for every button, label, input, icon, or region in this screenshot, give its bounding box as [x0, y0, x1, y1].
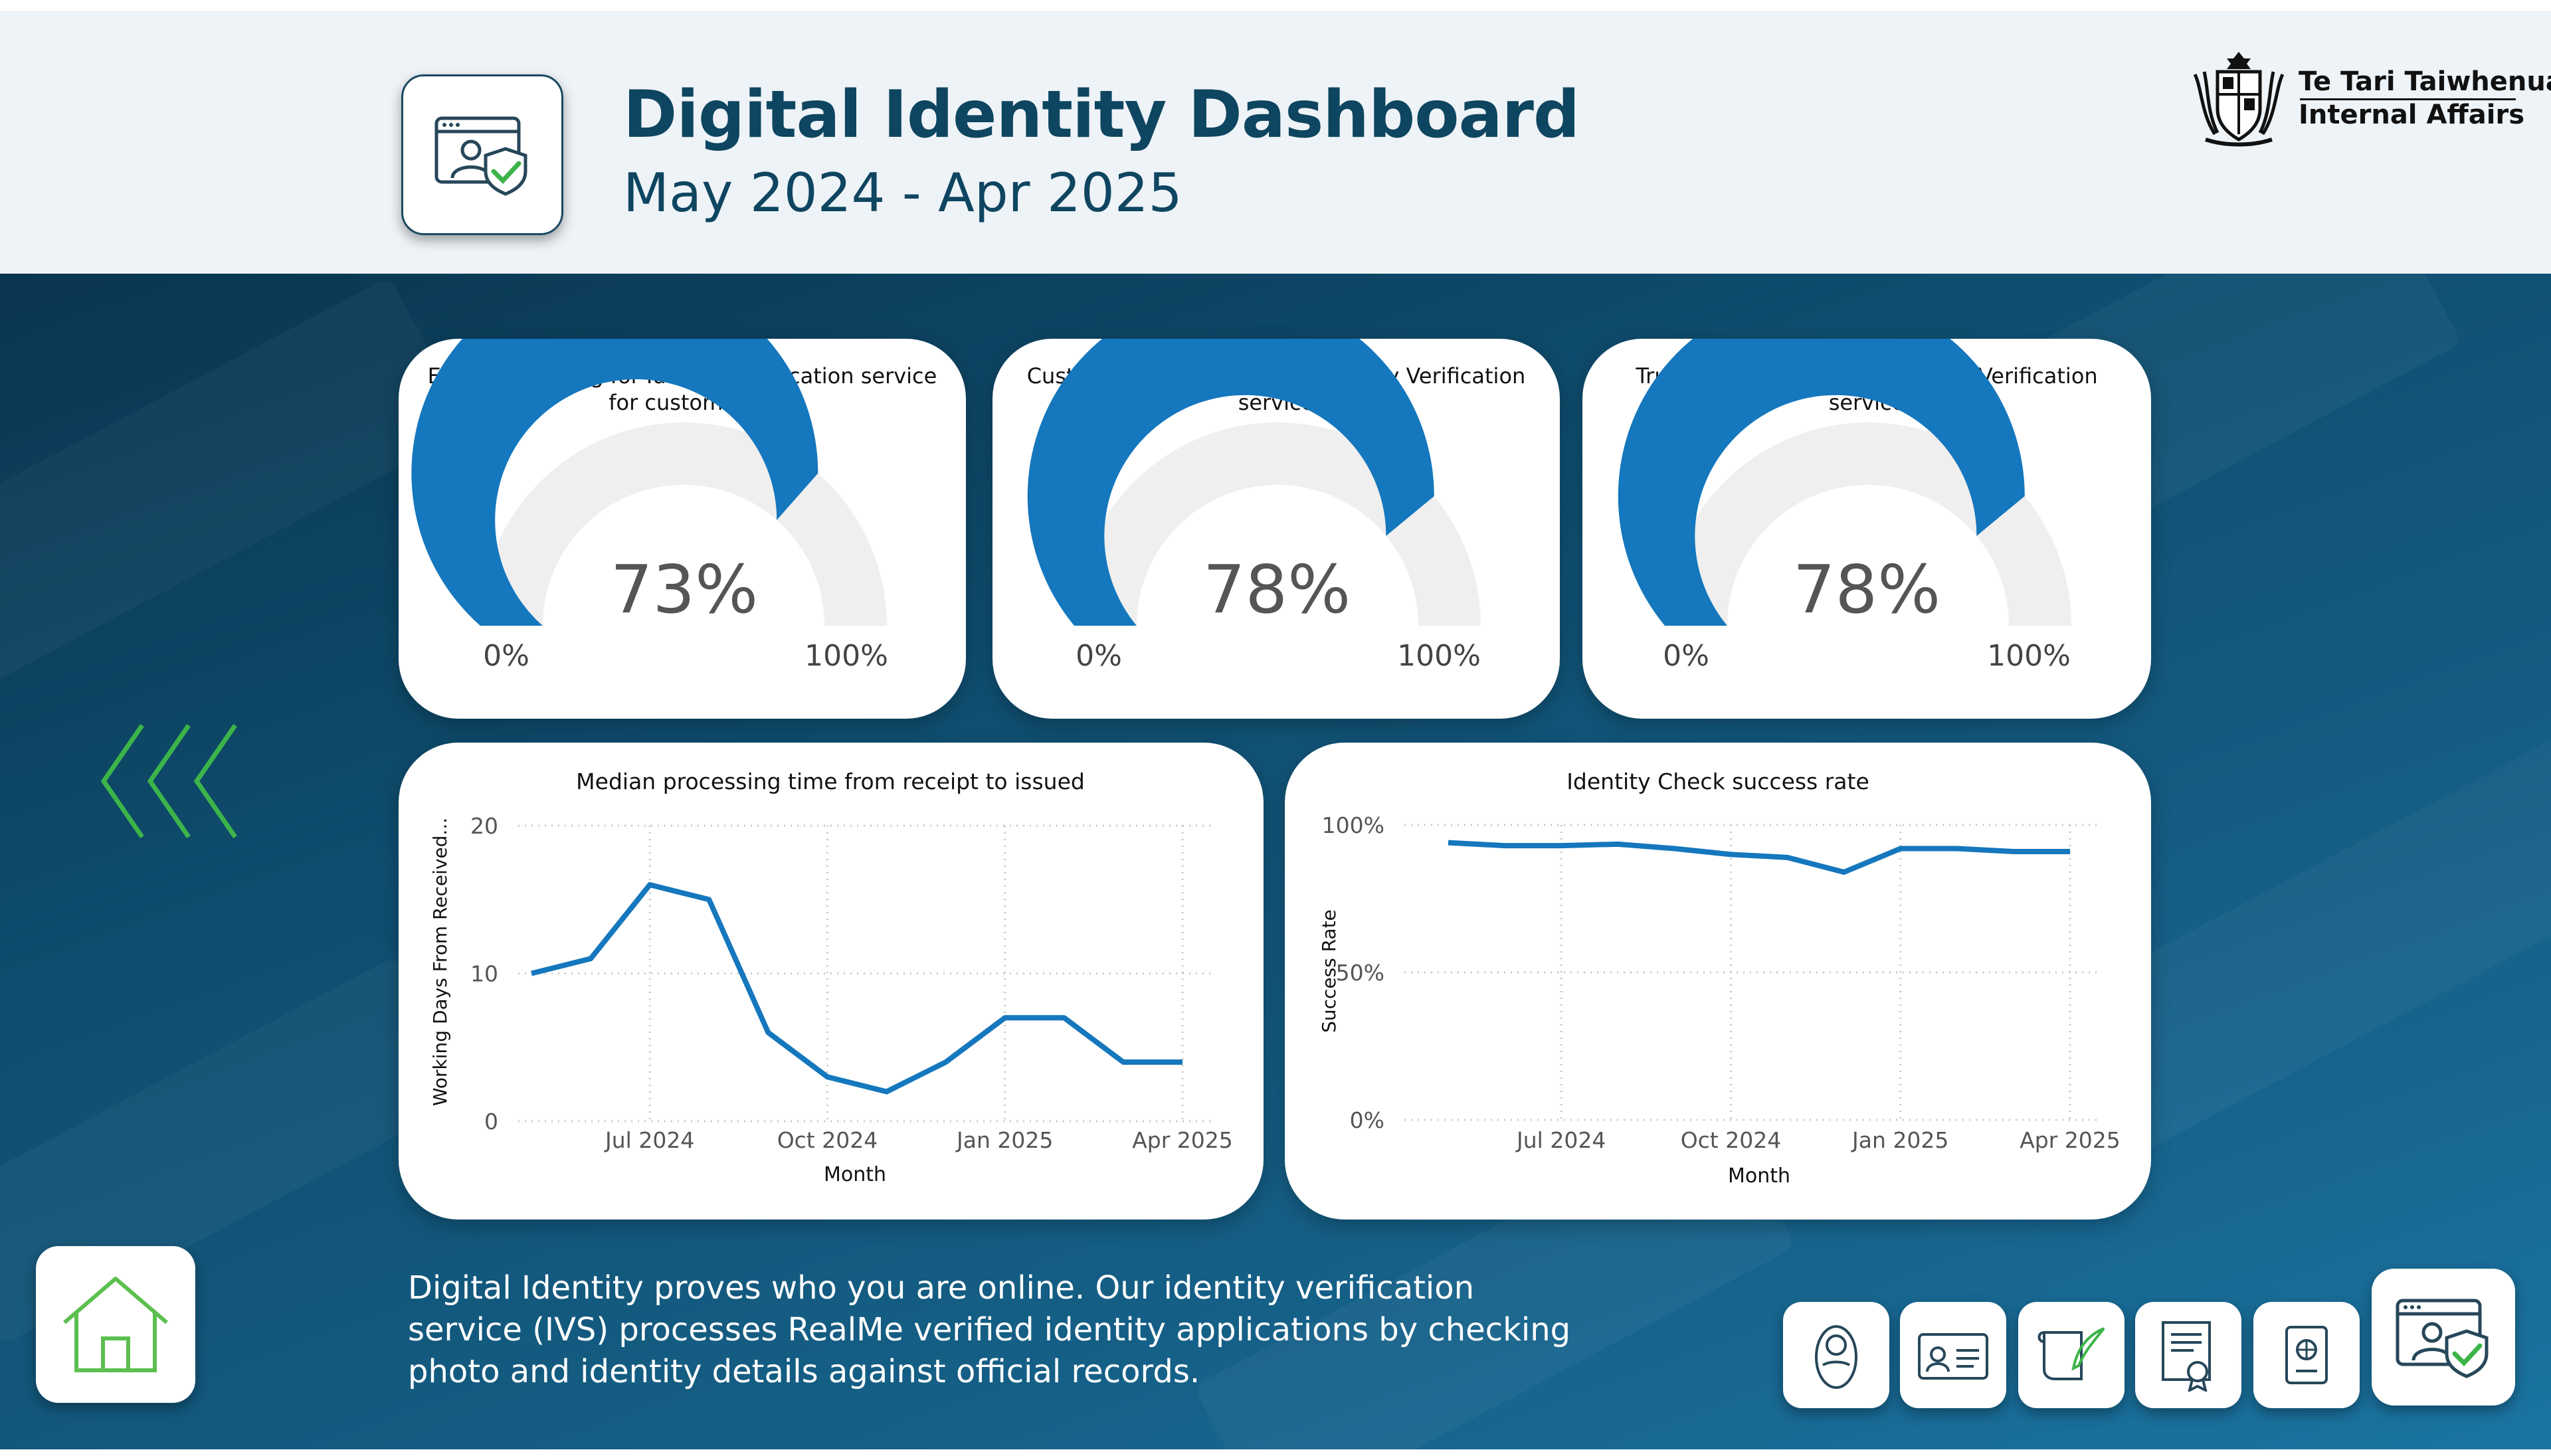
gauge-value: 73%: [611, 551, 758, 628]
x-tick-label: Oct 2024: [777, 1127, 878, 1153]
gauge-chart: 78% 0% 100%: [1618, 339, 2071, 673]
header-bar: Digital Identity Dashboard May 2024 - Ap…: [0, 11, 2551, 274]
id-card-icon: [1918, 1333, 1988, 1380]
chart-card-success-rate: Identity Check success rate 0% 50% 100% Ju…: [1285, 743, 2151, 1220]
gauge-max-label: 100%: [804, 639, 888, 673]
baby-icon: [1815, 1325, 1857, 1389]
org-name-maori: Te Tari Taiwhenua: [2299, 66, 2551, 97]
line-chart: Identity Check success rate 0% 50% 100% Ju…: [1318, 769, 2121, 1188]
x-tick-label: Jul 2024: [1515, 1127, 1606, 1153]
org-name-divider: [2300, 98, 2516, 100]
page-title: Digital Identity Dashboard: [623, 77, 1580, 153]
y-axis-label: Success Rate: [1318, 909, 1340, 1033]
org-name-english: Internal Affairs: [2299, 100, 2525, 130]
gauge-value: 78%: [1793, 551, 1940, 628]
service-description: Digital Identity proves who you are onli…: [408, 1269, 1571, 1390]
page-subtitle: May 2024 - Apr 2025: [623, 162, 1182, 224]
gauge-chart: 78% 0% 100%: [1027, 339, 1481, 673]
gauge-fill: [411, 339, 818, 626]
coat-of-arms-icon: [2193, 52, 2285, 147]
gauge-card-ease: Ease of applying for Identity Verificati…: [399, 339, 966, 719]
identity-verification-icon: [2396, 1299, 2489, 1378]
x-tick-label: Jan 2025: [1851, 1127, 1948, 1153]
x-tick-label: Oct 2024: [1681, 1127, 1782, 1153]
line-chart: Median processing time from receipt to i…: [429, 769, 1233, 1186]
x-tick-label: Apr 2025: [2020, 1127, 2121, 1153]
identity-verification-icon: [401, 74, 563, 235]
gauge-min-label: 0%: [483, 639, 529, 673]
nav-tile-identity-verification[interactable]: [2372, 1269, 2515, 1406]
y-tick-label: 0: [484, 1109, 498, 1135]
chart-title: Median processing time from receipt to i…: [576, 769, 1085, 794]
x-tick-label: Jul 2024: [604, 1127, 694, 1153]
gauge-max-label: 100%: [1987, 639, 2071, 673]
home-icon: [63, 1277, 168, 1372]
gauge-card-trust: Trust and confidence in Identity Verific…: [1582, 339, 2151, 719]
y-tick-label: 10: [470, 961, 498, 987]
x-tick-label: Apr 2025: [1132, 1127, 1233, 1153]
y-tick-label: 20: [470, 813, 498, 839]
gauge-min-label: 0%: [1663, 639, 1709, 673]
gauge-chart: 73% 0% 100%: [411, 339, 888, 673]
gauge-min-label: 0%: [1076, 639, 1122, 673]
x-axis-label: Month: [1728, 1164, 1790, 1188]
gauge-fill: [1618, 339, 2025, 626]
triple-chevron-left-icon[interactable]: [100, 723, 246, 840]
org-logo: Te Tari Taiwhenua Internal Affairs: [2186, 48, 2551, 147]
certificate-icon: [2162, 1321, 2211, 1392]
scroll-quill-icon: [2037, 1327, 2105, 1380]
x-axis-label: Month: [824, 1163, 886, 1186]
home-button[interactable]: [36, 1246, 195, 1403]
series-line: [531, 882, 1182, 1095]
y-tick-label: 50%: [1336, 960, 1384, 986]
nav-tile-id-card[interactable]: [1900, 1302, 2006, 1408]
gauge-value: 78%: [1203, 551, 1351, 628]
y-tick-label: 0%: [1350, 1107, 1384, 1133]
nav-tile-birth[interactable]: [1783, 1302, 1889, 1408]
y-tick-label: 100%: [1322, 812, 1384, 838]
nav-tile-certificate[interactable]: [2135, 1302, 2241, 1408]
chart-card-processing-time: Median processing time from receipt to i…: [399, 743, 1264, 1220]
gauge-card-satisfaction: Customer satisfaction with Identity Veri…: [992, 339, 1560, 719]
y-axis-label: Working Days From Received...: [429, 818, 451, 1106]
x-tick-label: Jan 2025: [955, 1127, 1053, 1153]
gauge-max-label: 100%: [1397, 639, 1481, 673]
nav-tile-passport[interactable]: [2253, 1302, 2360, 1408]
passport-icon: [2285, 1326, 2328, 1384]
chart-title: Identity Check success rate: [1566, 769, 1869, 794]
nav-tile-scroll[interactable]: [2018, 1302, 2125, 1408]
gauge-fill: [1027, 339, 1434, 626]
series-line: [1448, 840, 2070, 875]
